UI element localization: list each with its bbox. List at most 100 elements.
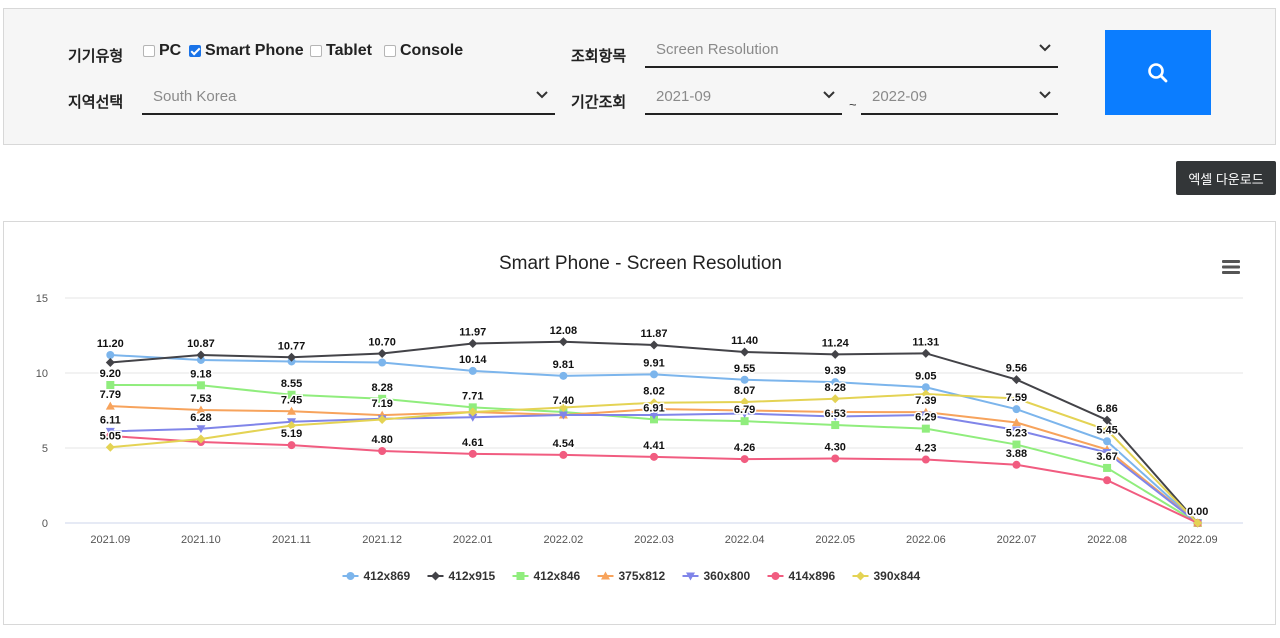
data-point <box>740 397 750 407</box>
data-label: 8.02 <box>643 386 664 398</box>
data-point <box>377 415 387 424</box>
excel-download-button[interactable]: 엑셀 다운로드 <box>1176 161 1276 195</box>
search-button[interactable] <box>1105 30 1211 115</box>
data-label: 7.40 <box>553 395 574 407</box>
data-point <box>740 347 750 357</box>
data-point <box>196 381 205 390</box>
x-tick-label: 2022.04 <box>725 534 765 546</box>
data-point <box>1011 394 1021 403</box>
hamburger-menu-icon[interactable] <box>1222 260 1240 274</box>
period-from-select[interactable]: 2021-09 <box>645 85 842 115</box>
checkbox-tablet[interactable]: Tablet <box>310 42 372 60</box>
line-chart: 0 5 10 15 2021.09 2021.10 2021.11 2021.12 2022.0… <box>36 293 1243 583</box>
checkbox-pc-box[interactable] <box>143 45 155 57</box>
data-point <box>105 401 115 410</box>
data-label: 4.30 <box>825 442 846 454</box>
data-point <box>1102 425 1112 435</box>
metric-select[interactable]: Screen Resolution <box>645 38 1058 68</box>
y-tick-label: 10 <box>36 368 48 380</box>
data-point <box>468 413 478 422</box>
data-label: 7.45 <box>281 394 302 406</box>
data-label: 11.20 <box>97 338 124 350</box>
data-point <box>558 337 568 347</box>
data-point <box>740 375 749 384</box>
data-point <box>686 572 695 581</box>
legend-item[interactable]: 360x800 <box>682 569 751 583</box>
chevron-down-icon <box>823 91 835 99</box>
data-point <box>649 411 659 420</box>
legend-item[interactable]: 412x915 <box>427 569 496 583</box>
data-label: 8.28 <box>371 382 392 394</box>
data-point <box>831 421 840 430</box>
data-label: 7.39 <box>915 395 936 407</box>
data-label: 9.39 <box>825 365 846 377</box>
data-label: 11.31 <box>912 336 939 348</box>
checkbox-console-box[interactable] <box>384 45 396 57</box>
x-tick-label: 2022.01 <box>453 534 493 546</box>
legend-item[interactable]: 412x869 <box>342 569 411 583</box>
region-select[interactable]: South Korea <box>142 85 555 115</box>
metric-label: 조회항목 <box>571 48 627 65</box>
data-point <box>1011 418 1021 426</box>
data-point <box>468 338 478 348</box>
legend-item[interactable]: 414x896 <box>767 569 836 583</box>
data-point <box>105 358 115 367</box>
data-point <box>830 394 840 404</box>
data-point <box>921 411 931 420</box>
data-label: 6.28 <box>190 412 211 424</box>
data-label: 9.20 <box>100 368 121 380</box>
data-point <box>650 452 658 461</box>
data-point <box>650 370 658 379</box>
data-point <box>378 394 387 403</box>
legend-label: 412x869 <box>364 569 411 583</box>
data-point <box>468 366 477 375</box>
data-point <box>1193 518 1203 528</box>
data-point <box>649 398 659 408</box>
data-label: 11.24 <box>822 337 850 349</box>
data-label: 6.79 <box>734 404 755 416</box>
period-label: 기간조회 <box>571 94 627 111</box>
data-point <box>921 348 931 358</box>
data-point <box>106 351 115 359</box>
x-tick-label: 2021.12 <box>362 534 402 546</box>
data-point <box>1011 375 1021 385</box>
legend-item[interactable]: 390x844 <box>852 569 921 583</box>
data-point <box>468 407 478 417</box>
checkbox-pc[interactable]: PC <box>143 42 181 60</box>
legend-label: 414x896 <box>789 569 836 583</box>
legend-label: 360x800 <box>704 569 751 583</box>
data-label: 9.55 <box>734 363 755 375</box>
data-point <box>105 442 115 452</box>
chevron-down-icon <box>536 91 548 99</box>
checkbox-pc-label: PC <box>159 42 182 59</box>
checkbox-smart-phone[interactable]: Smart Phone <box>189 42 304 60</box>
data-point <box>831 378 840 387</box>
data-point <box>1103 437 1112 446</box>
data-point <box>830 413 840 421</box>
data-point <box>196 350 206 360</box>
checkbox-tablet-label: Tablet <box>326 42 372 59</box>
data-point <box>431 571 440 581</box>
data-label: 5.23 <box>1006 428 1027 440</box>
legend-item[interactable]: 412x846 <box>512 569 581 583</box>
data-point <box>921 383 930 392</box>
chevron-down-icon <box>1039 91 1051 99</box>
data-point <box>1012 405 1021 414</box>
data-point <box>601 571 610 580</box>
legend-item[interactable]: 375x812 <box>597 569 666 583</box>
checkbox-console[interactable]: Console <box>384 42 463 60</box>
data-point <box>287 390 296 399</box>
checkbox-tablet-box[interactable] <box>310 45 322 57</box>
data-label: 6.86 <box>1096 403 1117 415</box>
x-tick-label: 2022.08 <box>1087 534 1127 546</box>
period-to-select[interactable]: 2022-09 <box>861 85 1058 115</box>
x-tick-label: 2022.03 <box>634 534 674 546</box>
y-tick-label: 0 <box>42 518 48 530</box>
data-label: 0.00 <box>1187 506 1208 518</box>
checkbox-smart-phone-box[interactable] <box>189 45 201 57</box>
data-point <box>856 571 865 581</box>
period-to-value: 2022-09 <box>872 88 928 105</box>
data-label: 10.87 <box>187 338 215 350</box>
data-label: 8.55 <box>281 378 302 390</box>
data-point <box>287 441 296 450</box>
